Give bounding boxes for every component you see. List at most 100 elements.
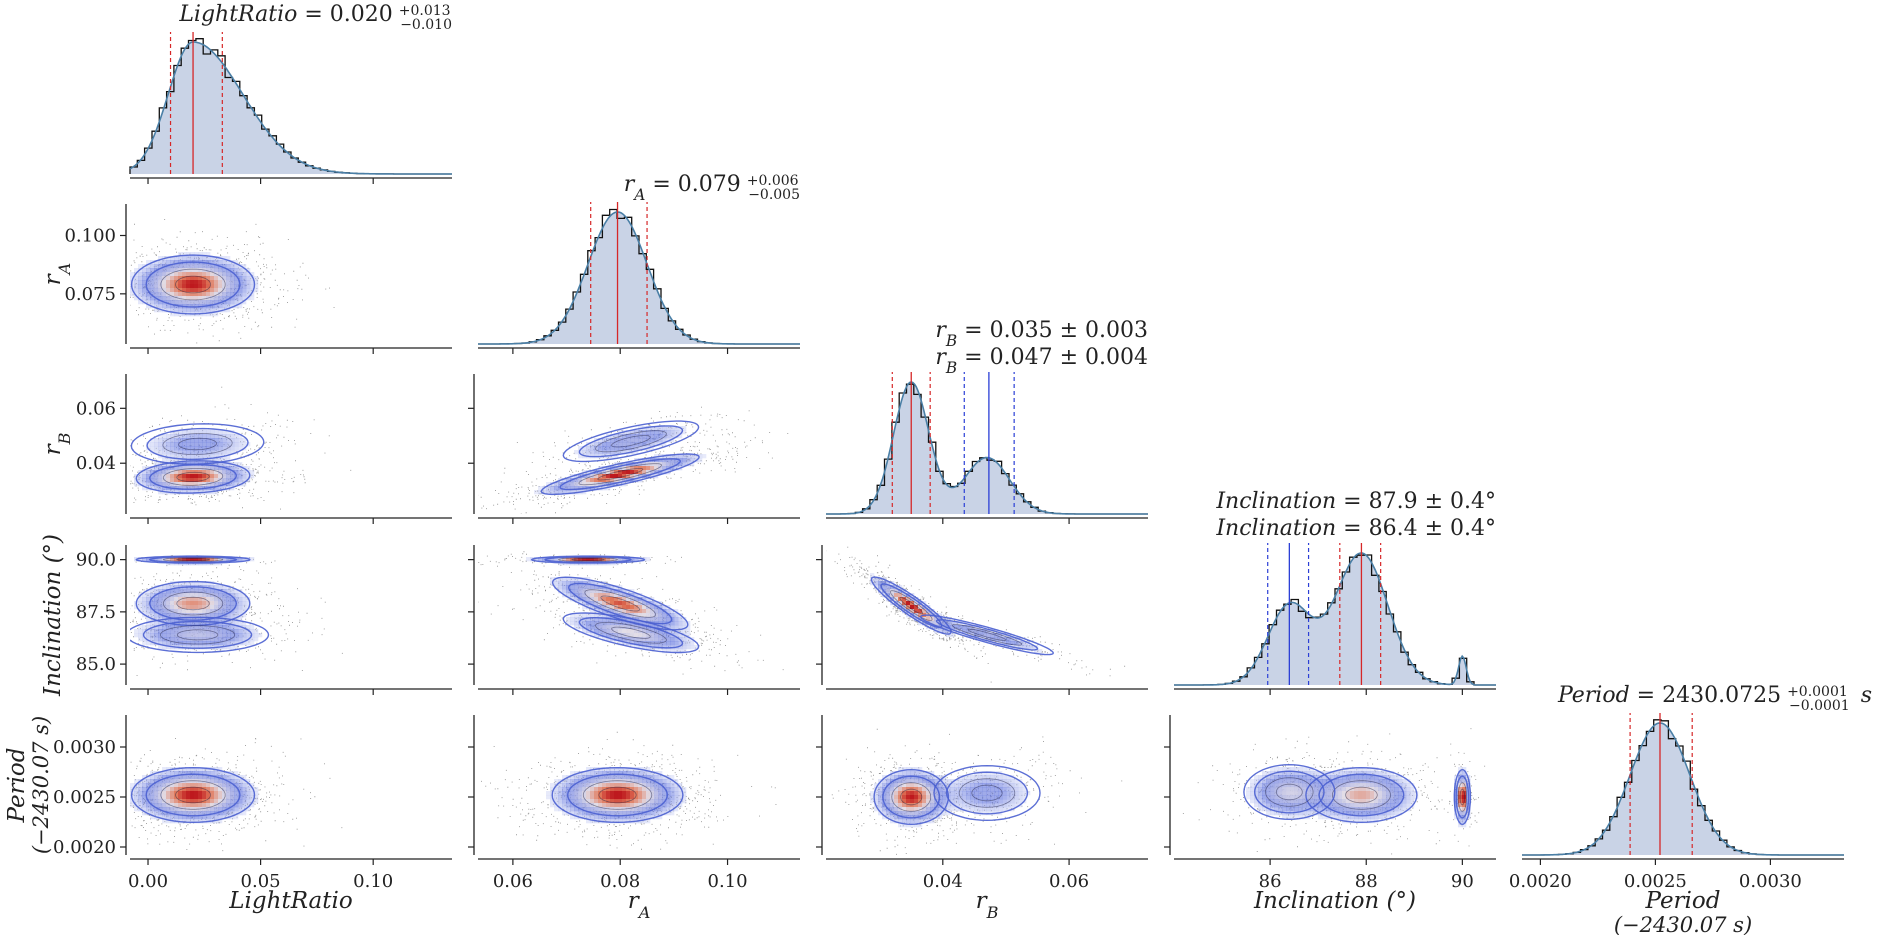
contours	[130, 555, 270, 654]
contour-0-1	[160, 780, 226, 810]
x-tick-label-LightRatio-2: 0.10	[353, 871, 393, 892]
contour-1-2	[142, 620, 253, 649]
density-map	[130, 252, 259, 317]
joint-layer-rA-Period	[481, 731, 777, 850]
contour-1-2	[578, 617, 684, 649]
contour-0-1	[162, 468, 224, 486]
contour-2-0	[176, 558, 210, 561]
density-map	[134, 557, 263, 650]
contour-0-2	[145, 773, 241, 817]
contour-0-0	[176, 471, 210, 483]
axis-labels: LightRatio rA rB Inclination (°) Period(−243…	[4, 263, 1752, 935]
scatter-points	[826, 546, 1126, 683]
contour-0-3	[1305, 766, 1418, 824]
contour-1-0	[611, 626, 651, 639]
kde-line-LightRatio	[129, 41, 452, 175]
joint-LightRatio-Inclination: 85.0 87.5 90.0	[76, 545, 452, 695]
contour-0-0	[1345, 786, 1378, 804]
joint-rA-Period: 0.06 0.08 0.10	[468, 715, 800, 892]
contour-2-2	[148, 556, 238, 563]
joint-layer-rA-Inclination	[478, 551, 784, 675]
contour-0-1	[1331, 780, 1391, 810]
contours	[873, 764, 1041, 826]
contours	[130, 766, 256, 824]
contour-1-1	[595, 622, 667, 644]
contour-0-2	[149, 463, 238, 490]
contour-0-0	[600, 595, 640, 612]
y-axis-label-rB: rB	[40, 432, 74, 455]
y-tick-label-rA-1: 0.100	[64, 226, 116, 247]
contour-1-3	[933, 764, 1041, 822]
kde-line-Period	[1522, 722, 1844, 856]
contour-2-1	[557, 557, 618, 562]
contour-0-2	[145, 261, 241, 308]
contours	[540, 420, 700, 496]
contour-0-1	[891, 782, 932, 812]
contour-0-2	[1318, 773, 1405, 817]
kde-line-rA	[478, 211, 800, 345]
title-line-rB-1: rB = 0.047 ± 0.004	[935, 345, 1148, 377]
title-Period: Period = 2430.0725 +0.0001 −0.0001 s	[1557, 683, 1872, 714]
contour-0-2	[566, 773, 669, 817]
contour-1-3	[562, 612, 700, 654]
contour-0-3	[551, 766, 684, 824]
contour-1-2	[1253, 770, 1325, 814]
x-axis-label-rA: rA	[628, 888, 651, 922]
contours	[551, 766, 684, 824]
contour-0-2	[559, 458, 682, 491]
contour-2-3	[530, 555, 646, 564]
joint-rB-Period: 0.04 0.06	[816, 715, 1148, 892]
kde-line-Inclination	[1174, 552, 1496, 686]
contours	[870, 576, 1055, 656]
title-line-rA-0: rA = 0.079 +0.006 −0.005	[624, 172, 800, 204]
contour-2-0	[571, 558, 605, 561]
kde-line-rB	[826, 381, 1148, 515]
joint-Inclination-Period: 86 88 90	[1164, 715, 1496, 892]
contour-0-2	[880, 583, 943, 629]
contour-0-2	[882, 775, 941, 819]
x-axis-label-LightRatio: LightRatio	[228, 888, 352, 914]
contour-1-1	[162, 432, 233, 456]
x-axis-label-rB: rB	[976, 888, 999, 922]
contour-1-2	[578, 425, 684, 458]
contours	[530, 555, 700, 654]
contour-0-0	[175, 786, 212, 804]
contour-2-1	[1457, 782, 1467, 812]
contour-0-0	[597, 468, 644, 481]
contour-2-2	[1455, 775, 1470, 819]
joint-LightRatio-Period: 0.00 0.05 0.10 0.0020 0.0025 0.0030	[53, 715, 452, 892]
x-tick-label-rB-1: 0.06	[1049, 871, 1089, 892]
contour-1-3	[919, 614, 1055, 656]
x-tick-label-rA-2: 0.10	[708, 871, 748, 892]
contour-0-0	[900, 788, 923, 806]
density-map	[546, 767, 687, 824]
title-line-rB-0: rB = 0.035 ± 0.003	[935, 318, 1148, 350]
joint-LightRatio-rA: 0.075 0.100	[64, 204, 452, 354]
contour-1-1	[958, 778, 1016, 808]
contour-0-0	[175, 275, 212, 294]
kde-fill-Inclination	[1174, 553, 1496, 685]
contour-2-2	[544, 556, 632, 563]
joint-LightRatio-rB: 0.04 0.06	[76, 374, 452, 524]
contour-0-3	[873, 768, 950, 826]
y-tick-label-Period-1: 0.0025	[53, 787, 116, 808]
title-line-Period-0: Period = 2430.0725 +0.0001 −0.0001 s	[1557, 683, 1872, 714]
contour-1-3	[130, 616, 270, 654]
contour-1-0	[1276, 783, 1303, 801]
joint-layer-LightRatio-Inclination	[130, 555, 343, 676]
marginal-Inclination	[1174, 543, 1496, 695]
contour-0-1	[584, 589, 657, 618]
contour-2-3	[1453, 768, 1472, 826]
y-axis-sublabel-Period: (−2430.07 s)	[29, 716, 53, 854]
contours	[130, 423, 265, 494]
x-tick-label-Period-1: 0.0025	[1624, 871, 1687, 892]
contour-0-1	[578, 463, 662, 486]
marginal-LightRatio	[129, 32, 452, 184]
x-tick-label-rB-0: 0.04	[923, 871, 963, 892]
joint-rA-rB	[468, 374, 800, 524]
contour-1-3	[130, 423, 265, 465]
contour-2-3	[135, 555, 251, 564]
joint-rB-Inclination	[816, 545, 1148, 695]
y-tick-label-rB-0: 0.04	[76, 453, 116, 474]
